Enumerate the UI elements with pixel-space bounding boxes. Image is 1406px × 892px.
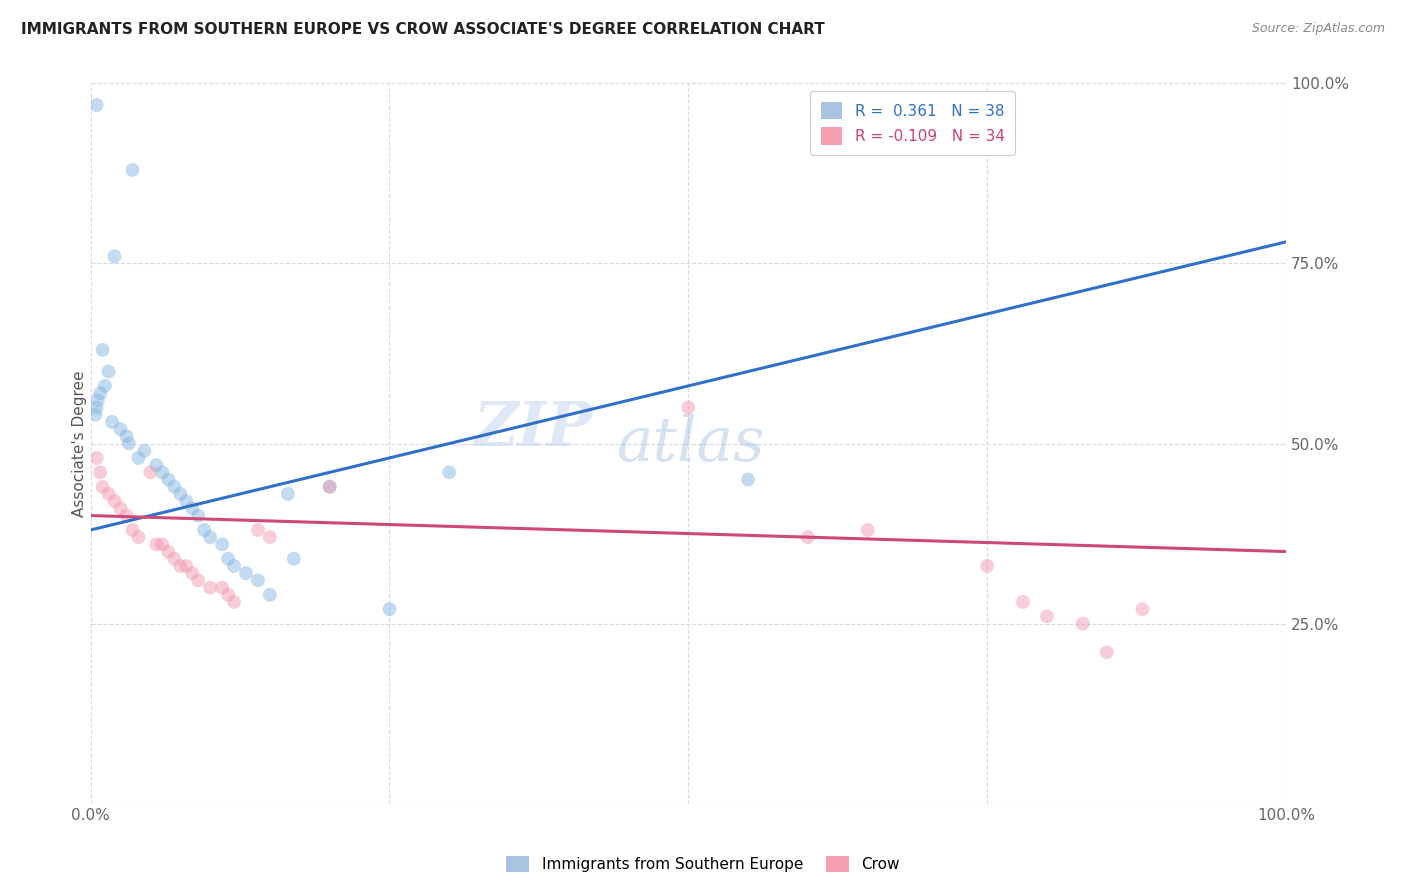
Point xyxy=(127,450,149,465)
Point xyxy=(163,551,186,566)
Point xyxy=(439,466,461,480)
Point xyxy=(145,458,167,472)
Point xyxy=(89,386,111,401)
Legend: Immigrants from Southern Europe, Crow: Immigrants from Southern Europe, Crow xyxy=(499,848,907,880)
Point xyxy=(174,558,197,573)
Point xyxy=(259,530,281,544)
Point xyxy=(91,480,114,494)
Y-axis label: Associate's Degree: Associate's Degree xyxy=(72,370,87,516)
Point xyxy=(737,473,759,487)
Point xyxy=(86,98,108,112)
Legend: R =  0.361   N = 38, R = -0.109   N = 34: R = 0.361 N = 38, R = -0.109 N = 34 xyxy=(810,91,1015,155)
Point xyxy=(222,558,245,573)
Point xyxy=(174,494,197,508)
Point xyxy=(139,466,162,480)
Point xyxy=(169,558,191,573)
Point xyxy=(97,364,120,378)
Point xyxy=(1095,645,1118,659)
Point xyxy=(181,566,204,581)
Point xyxy=(94,379,117,393)
Point xyxy=(115,429,138,443)
Point xyxy=(181,501,204,516)
Text: IMMIGRANTS FROM SOUTHERN EUROPE VS CROW ASSOCIATE'S DEGREE CORRELATION CHART: IMMIGRANTS FROM SOUTHERN EUROPE VS CROW … xyxy=(21,22,825,37)
Point xyxy=(115,508,138,523)
Point xyxy=(283,551,305,566)
Point xyxy=(103,249,125,263)
Point xyxy=(1071,616,1094,631)
Point xyxy=(91,343,114,357)
Point xyxy=(797,530,820,544)
Point xyxy=(856,523,879,537)
Point xyxy=(150,537,173,551)
Point xyxy=(198,581,221,595)
Point xyxy=(87,393,110,408)
Point xyxy=(157,544,180,558)
Point xyxy=(1036,609,1059,624)
Point xyxy=(89,466,111,480)
Point xyxy=(193,523,215,537)
Point xyxy=(217,588,239,602)
Text: atlas: atlas xyxy=(617,414,765,474)
Text: Source: ZipAtlas.com: Source: ZipAtlas.com xyxy=(1251,22,1385,36)
Point xyxy=(187,574,209,588)
Point xyxy=(134,443,156,458)
Point xyxy=(145,537,167,551)
Point xyxy=(86,450,108,465)
Point xyxy=(101,415,124,429)
Text: ZIP: ZIP xyxy=(474,399,593,459)
Point xyxy=(157,473,180,487)
Point xyxy=(169,487,191,501)
Point xyxy=(121,162,143,177)
Point xyxy=(110,501,132,516)
Point xyxy=(127,530,149,544)
Point xyxy=(217,551,239,566)
Point xyxy=(318,480,340,494)
Point xyxy=(222,595,245,609)
Point xyxy=(259,588,281,602)
Point xyxy=(246,523,269,537)
Point xyxy=(211,581,233,595)
Point xyxy=(235,566,257,581)
Point xyxy=(150,466,173,480)
Point xyxy=(86,401,108,415)
Point xyxy=(211,537,233,551)
Point xyxy=(118,436,141,450)
Point xyxy=(97,487,120,501)
Point xyxy=(84,408,107,422)
Point xyxy=(1132,602,1154,616)
Point xyxy=(163,480,186,494)
Point xyxy=(277,487,299,501)
Point xyxy=(976,558,998,573)
Point xyxy=(103,494,125,508)
Point xyxy=(187,508,209,523)
Point xyxy=(678,401,700,415)
Point xyxy=(378,602,401,616)
Point xyxy=(110,422,132,436)
Point xyxy=(246,574,269,588)
Point xyxy=(198,530,221,544)
Point xyxy=(318,480,340,494)
Point xyxy=(121,523,143,537)
Point xyxy=(1012,595,1035,609)
